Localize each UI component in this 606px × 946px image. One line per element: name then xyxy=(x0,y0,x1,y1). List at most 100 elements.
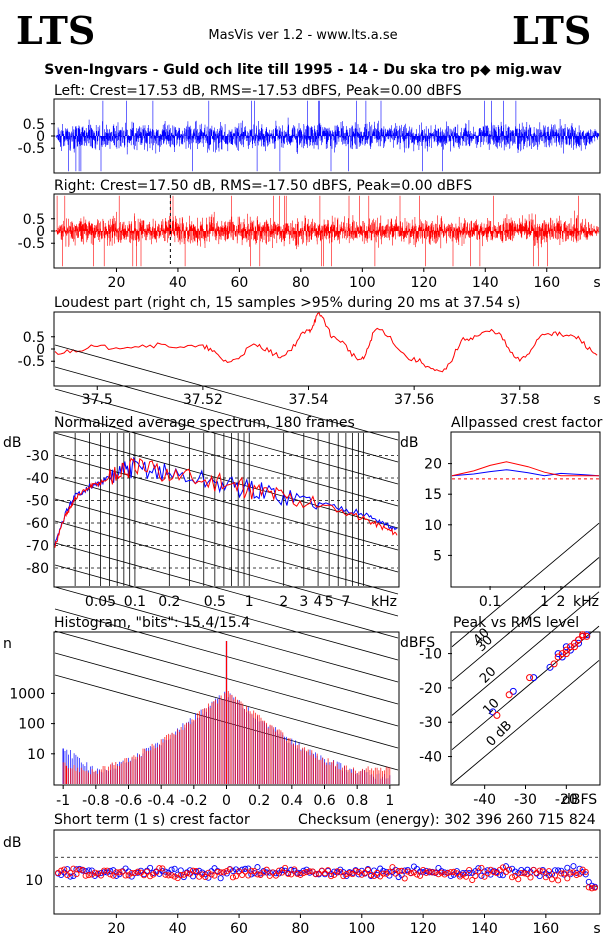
crest-xtick-label: 1 xyxy=(540,594,549,610)
peak-rms-diagonal xyxy=(451,557,600,682)
histogram-xtick-label: -1 xyxy=(56,793,70,809)
short-crest-point xyxy=(104,869,111,876)
short-crest-point xyxy=(420,869,427,876)
short-crest-point xyxy=(251,868,258,875)
short-crest-point xyxy=(453,868,460,875)
peak-rms-xtick-label: -40 xyxy=(473,792,496,808)
left-waveform-ytick-label: -0.5 xyxy=(18,141,45,157)
short-crest-point xyxy=(67,873,74,880)
peak-rms-point xyxy=(583,632,591,640)
spectrum-slope-line xyxy=(54,410,399,507)
short-crest-point xyxy=(64,866,71,873)
peak-rms-xtick-label: -30 xyxy=(514,792,537,808)
peak-rms-point xyxy=(571,643,578,651)
short-crest-point xyxy=(220,869,227,876)
peak-rms-ytick-label: -20 xyxy=(419,681,442,697)
short-crest-point xyxy=(174,875,181,882)
short-crest-point xyxy=(147,864,154,871)
short-crest-point xyxy=(147,873,154,880)
peak-rms-point xyxy=(558,650,566,658)
histogram-xtick-label: -0.2 xyxy=(180,793,207,809)
short-crest-point xyxy=(466,867,473,874)
short-crest-point xyxy=(214,868,221,875)
short-crest-point xyxy=(116,869,123,876)
short-crest-point xyxy=(469,876,476,884)
spectrum-xtick-label: 0.5 xyxy=(204,594,226,610)
short-crest-point xyxy=(171,865,178,872)
short-crest-point xyxy=(548,876,556,883)
short-crest-point xyxy=(82,872,89,879)
short-crest-point xyxy=(208,871,215,878)
short-crest-point xyxy=(401,867,408,874)
peak-rms-diagonal-label: 20 xyxy=(477,664,499,686)
checksum: Checksum (energy): 302 396 260 715 824 xyxy=(298,812,596,828)
short-crest-xtick-label: 60 xyxy=(230,921,248,937)
histogram-ytick-label: 1000 xyxy=(9,686,45,702)
short-crest-point xyxy=(450,868,457,875)
short-crest-point xyxy=(324,867,332,874)
loudest-ytick-label: -0.5 xyxy=(18,354,45,370)
short-crest-point xyxy=(524,871,531,878)
short-crest-point xyxy=(441,871,448,878)
short-crest-point xyxy=(217,875,224,882)
short-crest-point xyxy=(545,868,552,875)
short-crest-point xyxy=(435,864,442,872)
short-crest-point xyxy=(79,866,86,873)
peak-rms-point xyxy=(554,653,562,661)
crest-ytick-label: 15 xyxy=(424,487,442,503)
short-crest-point xyxy=(165,872,172,879)
short-crest-point xyxy=(321,870,329,877)
short-crest-point xyxy=(275,867,282,874)
short-crest-point xyxy=(300,869,307,877)
short-crest-point xyxy=(125,868,132,875)
spectrum-title: Normalized average spectrum, 180 frames xyxy=(54,415,355,431)
loudest-xtick-label: 37.5 xyxy=(82,392,113,408)
spectrum-frame xyxy=(53,431,400,588)
short-crest-point xyxy=(521,870,528,877)
short-crest-point xyxy=(85,872,92,879)
histogram-ylabel: n xyxy=(3,636,12,652)
crest-xtick-label: 2 xyxy=(556,594,565,610)
short-crest-point xyxy=(432,869,439,876)
right-waveform-ytick-label: 0 xyxy=(36,224,45,240)
time-tick-label: 20 xyxy=(108,275,126,291)
short-crest-frame xyxy=(53,829,601,915)
short-crest-point xyxy=(263,866,270,873)
histogram-xtick-label: -0.4 xyxy=(148,793,175,809)
crest-title: Allpassed crest factor xyxy=(451,415,603,431)
peak-rms-point xyxy=(579,631,587,639)
short-crest-point xyxy=(389,868,396,875)
peak-rms-point xyxy=(526,674,534,682)
short-crest-point xyxy=(263,869,270,876)
peak-rms-point xyxy=(489,708,497,716)
short-crest-point xyxy=(374,869,381,877)
spectrum-ytick-label: -70 xyxy=(26,539,49,555)
short-crest-point xyxy=(475,868,482,875)
time-tick-label: 40 xyxy=(169,275,187,291)
short-crest-point xyxy=(73,871,80,878)
short-crest-point xyxy=(266,872,273,879)
loudest-ytick-label: 0.5 xyxy=(23,330,45,346)
short-crest-point xyxy=(555,877,562,884)
peak-rms-title: Peak vs RMS level xyxy=(453,615,579,631)
short-crest-point xyxy=(340,869,347,876)
peak-rms-point xyxy=(558,653,566,661)
peak-rms-point xyxy=(562,643,570,651)
short-crest-point xyxy=(484,870,491,877)
short-crest-point xyxy=(389,864,396,871)
peak-rms-point xyxy=(546,663,554,671)
histogram-bars-right xyxy=(62,691,391,784)
short-crest-point xyxy=(340,872,347,880)
short-crest-point xyxy=(453,870,460,877)
short-crest-point xyxy=(223,870,230,877)
short-crest-point xyxy=(269,869,276,876)
short-crest-point xyxy=(490,868,497,876)
peak-rms-point xyxy=(562,650,570,658)
short-crest-point xyxy=(417,872,424,879)
right-waveform-signal xyxy=(54,195,600,267)
short-crest-point xyxy=(107,867,114,875)
spectrum-xtick-label: 0.05 xyxy=(85,594,116,610)
short-crest-point xyxy=(300,867,307,874)
spectrum-slope-line xyxy=(54,432,399,529)
